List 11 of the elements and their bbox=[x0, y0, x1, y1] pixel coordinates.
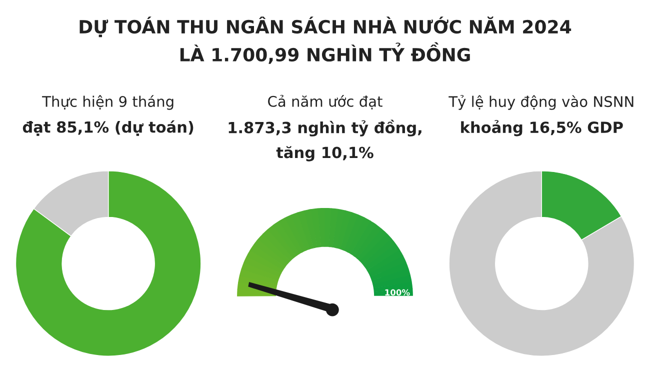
text: tăng 10,1% bbox=[276, 146, 374, 162]
text: DỰ TOÁN THU NGÂN SÁCH NHÀ NƯỚC NĂM 2024 LÀ 1.700,99 NGHÌN TỶ ĐỒNG bbox=[80, 16, 572, 64]
text: Thực hiện 9 tháng bbox=[42, 95, 174, 110]
text: 100% bbox=[385, 289, 410, 296]
text: Cả năm ước đạt bbox=[268, 94, 382, 110]
donut-slice bbox=[448, 170, 635, 356]
donut-slice bbox=[15, 170, 202, 356]
text: 1.873,3 nghìn tỷ đồng, bbox=[228, 120, 422, 136]
text: khoảng 16,5% GDP bbox=[461, 120, 623, 136]
text: Tỷ lệ huy động vào NSNN bbox=[448, 95, 634, 110]
text: đạt 85,1% (dự toán) bbox=[22, 120, 194, 136]
